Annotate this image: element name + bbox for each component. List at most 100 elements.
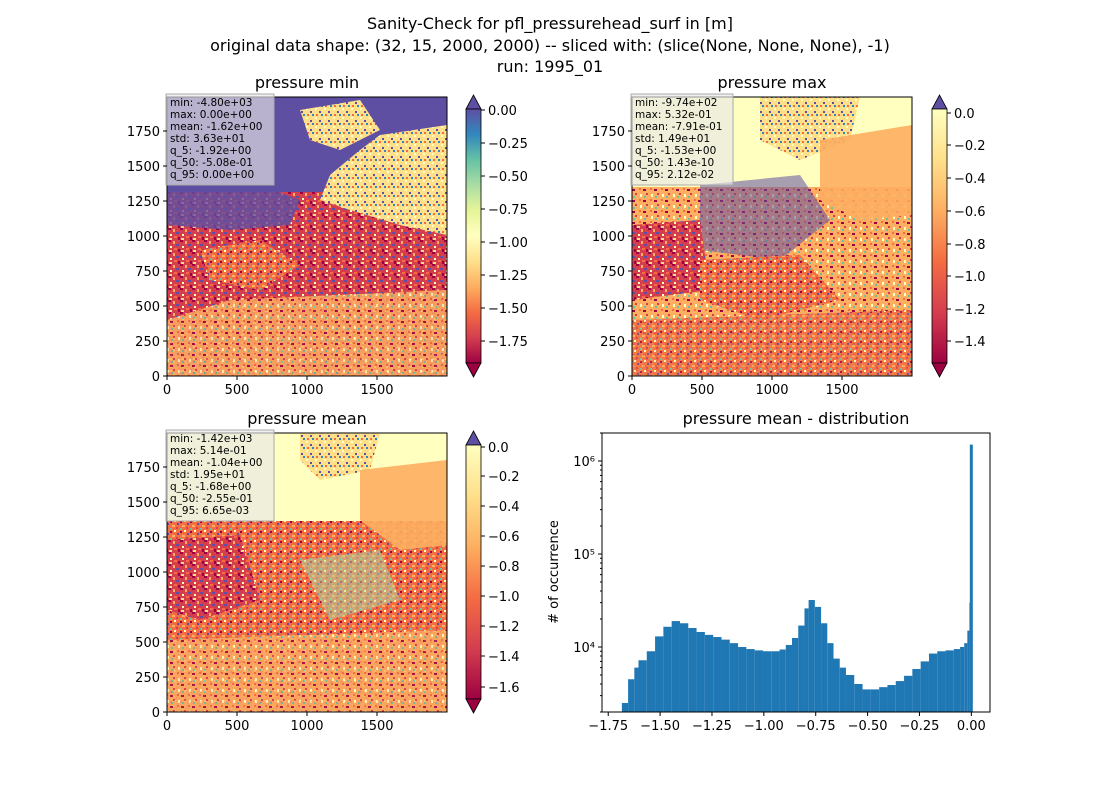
histogram-bar (969, 444, 973, 712)
colorbar-tick-label: −1.2 (488, 620, 520, 635)
x-tick-label: 500 (225, 383, 250, 398)
y-ticks: 0 250 500 750 1000 1250 1500 1750 (127, 125, 167, 385)
stat-line: q_5: -1.53e+00 (635, 145, 716, 157)
histogram-bar (912, 668, 921, 712)
colorbar-tick-label: 0.0 (488, 441, 509, 456)
colorbar-tick-label: −0.4 (488, 500, 520, 515)
y-tick-label: 1750 (592, 125, 625, 140)
y-tick-label: 1000 (127, 566, 160, 581)
histogram-bar (746, 649, 755, 712)
histogram-bar (713, 637, 722, 712)
x-tick-label: −1.25 (692, 719, 732, 734)
histogram-bar (854, 684, 863, 712)
histogram-bar (688, 628, 697, 712)
stat-line: max: 5.14e-01 (170, 445, 247, 457)
histogram-bar (953, 649, 961, 712)
y-tick-label: 1250 (592, 195, 625, 210)
histogram-bar (960, 646, 965, 712)
colorbar-tick-label: −1.0 (954, 270, 986, 285)
x-tick-label: −1.75 (588, 719, 628, 734)
panel-title: pressure mean - distribution (683, 409, 910, 428)
histogram-bar (785, 645, 793, 712)
y-tick-label: 750 (135, 265, 160, 280)
histogram-bar (754, 650, 763, 712)
y-ticks: 0 250 500 750 1000 1250 1500 1750 (592, 125, 632, 385)
colorbar-tick-label: −1.0 (488, 590, 520, 605)
histogram-bar (628, 679, 635, 712)
histogram-bar (696, 631, 705, 712)
colorbar-tick-label: −1.75 (488, 335, 528, 350)
x-tick-label: 1500 (825, 383, 858, 398)
histogram-bar (920, 661, 929, 712)
colorbar-tick-label: −1.4 (488, 650, 520, 665)
colorbar-tick-label: −0.2 (488, 470, 520, 485)
histogram-bar (638, 660, 647, 712)
histogram-bar (833, 658, 840, 712)
stat-line: std: 3.63e+01 (170, 133, 245, 145)
stat-line: q_50: 1.43e-10 (635, 157, 714, 169)
y-tick-label: 250 (135, 671, 160, 686)
stat-line: std: 1.49e+01 (635, 133, 710, 145)
x-tick-label: 1000 (755, 383, 788, 398)
colorbar-tick-label: −1.4 (954, 335, 986, 350)
histogram-bar (839, 667, 846, 712)
histogram-bar (937, 651, 946, 712)
x-ticks: 0 500 1000 1500 (628, 376, 859, 398)
stat-line: q_50: -5.08e-01 (170, 157, 253, 169)
axes-frame (601, 432, 991, 713)
x-ticks: −1.75 −1.50 −1.25 −1.00 −0.75 −0.50 −0.25 0.00 (588, 712, 986, 734)
y-tick-label: 250 (600, 335, 625, 350)
x-tick-label: 1500 (360, 383, 393, 398)
histogram-bar (704, 634, 714, 712)
colorbar-tick-label: −0.8 (488, 560, 520, 575)
stat-line: max: 5.32e-01 (635, 109, 712, 121)
histogram-bar (808, 600, 815, 712)
y-tick-label: 1000 (127, 230, 160, 245)
stat-line: q_5: -1.92e+00 (170, 145, 251, 157)
histogram-bar (804, 608, 809, 712)
stat-line: q_5: -1.68e+00 (170, 481, 251, 493)
histogram-bar (738, 646, 747, 712)
panel-title: pressure max (717, 73, 826, 92)
stat-line: max: 0.00e+00 (170, 109, 252, 121)
x-tick-label: −1.50 (640, 719, 680, 734)
colorbar-tick-label: 0.0 (954, 107, 975, 122)
panel-pressure-max: pressure max min: -9.74e+02 max: 5.32e-0… (592, 73, 986, 398)
stat-line: min: -1.42e+03 (170, 433, 252, 445)
histogram-bars (621, 444, 973, 712)
x-tick-label: 0.00 (957, 719, 986, 734)
y-tick-label: 0 (152, 370, 160, 385)
y-tick-label: 0 (152, 706, 160, 721)
y-tick-label: 250 (135, 335, 160, 350)
histogram-bar (621, 702, 629, 712)
histogram-bar (798, 625, 805, 712)
x-tick-label: 1000 (290, 719, 323, 734)
histogram-bar (895, 681, 905, 712)
x-tick-label: −1.00 (744, 719, 784, 734)
y-tick-label: 1500 (592, 160, 625, 175)
stats-box: min: -9.74e+02 max: 5.32e-01 mean: -7.91… (630, 93, 734, 186)
stat-line: q_95: 2.12e-02 (635, 169, 714, 181)
histogram-bar (845, 674, 855, 712)
colorbar-tick-label: −0.6 (954, 205, 986, 220)
histogram-bar (771, 651, 780, 712)
y-tick-label: 1250 (127, 531, 160, 546)
x-tick-label: 1500 (360, 719, 393, 734)
histogram-bar (814, 606, 822, 712)
histogram-bar (655, 636, 664, 712)
y-tick-label: 500 (600, 300, 625, 315)
x-tick-label: 0 (163, 383, 171, 398)
y-tick-label: 1250 (127, 195, 160, 210)
histogram-bar (887, 685, 896, 712)
stat-line: mean: -1.04e+00 (170, 457, 262, 469)
x-tick-label: 1000 (290, 383, 323, 398)
histogram-bar (821, 623, 828, 712)
x-tick-label: 500 (225, 719, 250, 734)
stat-line: mean: -7.91e-01 (635, 121, 722, 133)
stat-line: q_50: -2.55e-01 (170, 493, 253, 505)
colorbar-tick-label: −1.50 (488, 302, 528, 317)
panel-pressure-mean-distribution: pressure mean - distribution −1.75 −1.50−… (547, 409, 991, 734)
colorbar: 0.00 −0.25 −0.50 −0.75 −1.00 −1.25 −1.50… (465, 94, 528, 378)
colorbar-tick-label: −0.25 (488, 137, 528, 152)
